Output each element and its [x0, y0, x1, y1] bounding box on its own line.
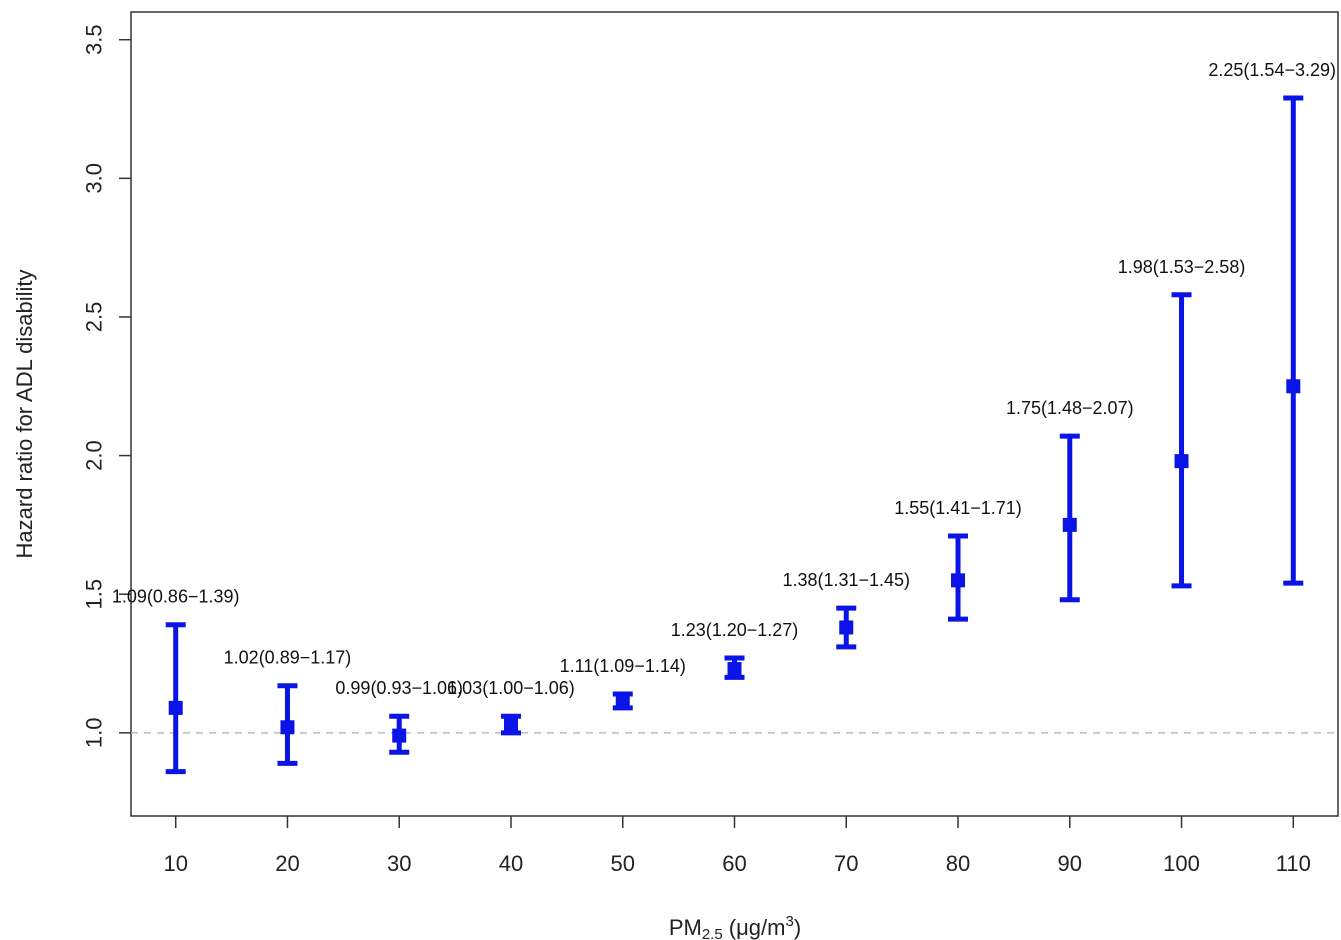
- point-marker: [615, 695, 630, 710]
- x-axis-title-unit: (μg/m: [723, 915, 786, 940]
- y-tick-label: 3.0: [82, 163, 107, 194]
- point-label: 1.55(1.41−1.71): [894, 498, 1022, 518]
- y-tick-label: 1.5: [82, 579, 107, 610]
- data-marks: [165, 95, 1304, 775]
- x-axis-title-unit-close: ): [794, 915, 801, 940]
- x-tick-label: 70: [834, 851, 858, 876]
- x-tick-label: 20: [275, 851, 299, 876]
- x-tick-label: 80: [946, 851, 970, 876]
- point-label: 0.99(0.93−1.06): [335, 678, 463, 698]
- point-marker: [839, 620, 854, 635]
- x-axis-title: PM2.5 (μg/m3): [669, 913, 801, 940]
- x-axis-title-sub: 2.5: [702, 926, 723, 940]
- point-marker: [1174, 454, 1189, 469]
- point-label: 1.11(1.09−1.14): [560, 656, 686, 676]
- y-tick-label: 1.0: [82, 718, 107, 749]
- point-label: 1.09(0.86−1.39): [112, 587, 240, 607]
- plot-frame: [130, 11, 1339, 817]
- point-marker: [392, 728, 407, 743]
- point-label: 1.98(1.53−2.58): [1118, 257, 1246, 277]
- point-marker: [951, 573, 966, 588]
- x-tick-label: 110: [1276, 851, 1311, 876]
- annotation-labels: 1.09(0.86−1.39) 1.02(0.89−1.17) 0.99(0.93−…: [112, 60, 1336, 698]
- point-marker: [727, 662, 742, 677]
- point-marker: [280, 720, 295, 735]
- x-tick-label: 40: [499, 851, 523, 876]
- x-tick-label: 30: [387, 851, 411, 876]
- point-label: 1.03(1.00−1.06): [447, 678, 575, 698]
- x-tick-label: 60: [722, 851, 746, 876]
- point-marker: [1062, 517, 1077, 532]
- x-tick-label: 100: [1163, 851, 1200, 876]
- point-marker: [168, 700, 183, 715]
- y-axis-title: Hazard ratio for ADL disability: [12, 270, 37, 559]
- x-tick-label: 50: [610, 851, 634, 876]
- y-tick-label: 2.0: [82, 440, 107, 471]
- y-tick-label: 3.5: [82, 24, 107, 55]
- y-tick-label: 2.5: [82, 302, 107, 333]
- point-label: 2.25(1.54−3.29): [1208, 60, 1336, 80]
- x-tick-label: 90: [1058, 851, 1082, 876]
- point-label: 1.38(1.31−1.45): [782, 570, 910, 590]
- point-marker: [1286, 379, 1301, 394]
- x-axis-title-main: PM: [669, 915, 702, 940]
- x-axis: 10 20 30 40 50 60 70 80 90 100 110: [163, 816, 1311, 876]
- x-tick-label: 10: [163, 851, 187, 876]
- point-marker: [503, 717, 518, 732]
- point-label: 1.23(1.20−1.27): [671, 620, 799, 640]
- point-label: 1.75(1.48−2.07): [1006, 398, 1134, 418]
- x-axis-title-unit-sup: 3: [785, 913, 793, 930]
- y-axis: 1.0 1.5 2.0 2.5 3.0 3.5: [82, 24, 131, 748]
- point-label: 1.02(0.89−1.17): [224, 648, 352, 668]
